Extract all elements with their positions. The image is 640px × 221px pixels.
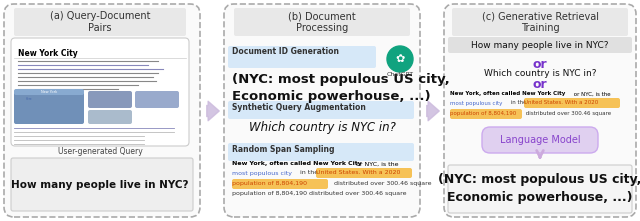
FancyBboxPatch shape <box>450 109 522 119</box>
Text: or NYC, is the: or NYC, is the <box>572 91 611 97</box>
FancyBboxPatch shape <box>228 46 376 68</box>
Text: United States. With a 2020: United States. With a 2020 <box>316 170 401 175</box>
FancyBboxPatch shape <box>482 127 598 153</box>
Text: ✿: ✿ <box>396 54 404 64</box>
Text: distributed over 300.46 square: distributed over 300.46 square <box>524 112 611 116</box>
Text: New York: New York <box>41 90 57 94</box>
FancyBboxPatch shape <box>448 37 632 53</box>
Text: in the: in the <box>509 101 528 105</box>
Text: most populous city: most populous city <box>450 101 502 105</box>
FancyBboxPatch shape <box>228 101 414 119</box>
Text: (b) Document
Processing: (b) Document Processing <box>288 11 356 33</box>
FancyBboxPatch shape <box>88 110 132 124</box>
Text: Document ID Generation: Document ID Generation <box>232 48 339 57</box>
Text: Synthetic Query Augmentation: Synthetic Query Augmentation <box>232 103 366 112</box>
Text: Language Model: Language Model <box>500 135 580 145</box>
FancyBboxPatch shape <box>4 4 200 217</box>
Text: in the: in the <box>298 170 320 175</box>
Text: Random Span Sampling: Random Span Sampling <box>232 145 335 154</box>
FancyBboxPatch shape <box>232 179 328 189</box>
Text: population of 8,804,190 distributed over 300.46 square: population of 8,804,190 distributed over… <box>232 192 406 196</box>
FancyArrowPatch shape <box>427 101 439 121</box>
FancyBboxPatch shape <box>524 98 620 108</box>
Text: User-generated Query: User-generated Query <box>58 147 142 156</box>
Text: How many people live in NYC?: How many people live in NYC? <box>471 40 609 50</box>
FancyBboxPatch shape <box>11 38 189 146</box>
Text: or: or <box>532 78 547 91</box>
Text: (c) Generative Retrieval
Training: (c) Generative Retrieval Training <box>481 11 598 33</box>
FancyBboxPatch shape <box>316 168 412 178</box>
Text: population of 8,804,190: population of 8,804,190 <box>450 112 516 116</box>
Text: most populous city: most populous city <box>232 170 292 175</box>
FancyBboxPatch shape <box>14 89 84 95</box>
FancyBboxPatch shape <box>234 8 410 36</box>
Text: Here: Here <box>26 97 32 101</box>
Text: or NYC, is the: or NYC, is the <box>354 162 399 166</box>
Text: Which country is NYC in?: Which country is NYC in? <box>248 120 396 133</box>
Text: New York, often called New York City: New York, often called New York City <box>450 91 565 97</box>
FancyBboxPatch shape <box>452 8 628 36</box>
Text: New York, often called New York City: New York, often called New York City <box>232 162 362 166</box>
FancyBboxPatch shape <box>14 91 84 124</box>
FancyBboxPatch shape <box>14 8 186 36</box>
Text: ChatGPT: ChatGPT <box>387 72 413 76</box>
Text: or: or <box>532 57 547 70</box>
FancyBboxPatch shape <box>444 4 636 217</box>
Text: Which country is NYC in?: Which country is NYC in? <box>484 69 596 78</box>
FancyBboxPatch shape <box>228 143 414 161</box>
Text: New York City: New York City <box>18 49 77 58</box>
Text: (NYC: most populous US city,
Economic powerhouse, ...): (NYC: most populous US city, Economic po… <box>232 73 450 103</box>
Text: United States. With a 2020: United States. With a 2020 <box>524 101 598 105</box>
Text: distributed over 300.46 square: distributed over 300.46 square <box>332 181 431 187</box>
FancyArrowPatch shape <box>207 101 220 121</box>
FancyBboxPatch shape <box>448 165 632 213</box>
FancyBboxPatch shape <box>11 158 193 211</box>
FancyBboxPatch shape <box>224 4 420 217</box>
Circle shape <box>387 46 413 72</box>
Text: population of 8,804,190: population of 8,804,190 <box>232 181 307 187</box>
FancyBboxPatch shape <box>88 91 132 108</box>
Text: How many people live in NYC?: How many people live in NYC? <box>12 180 189 190</box>
Text: (NYC: most populous US city,
Economic powerhouse, ...): (NYC: most populous US city, Economic po… <box>438 173 640 204</box>
FancyBboxPatch shape <box>135 91 179 108</box>
Text: (a) Query-Document
Pairs: (a) Query-Document Pairs <box>50 11 150 33</box>
